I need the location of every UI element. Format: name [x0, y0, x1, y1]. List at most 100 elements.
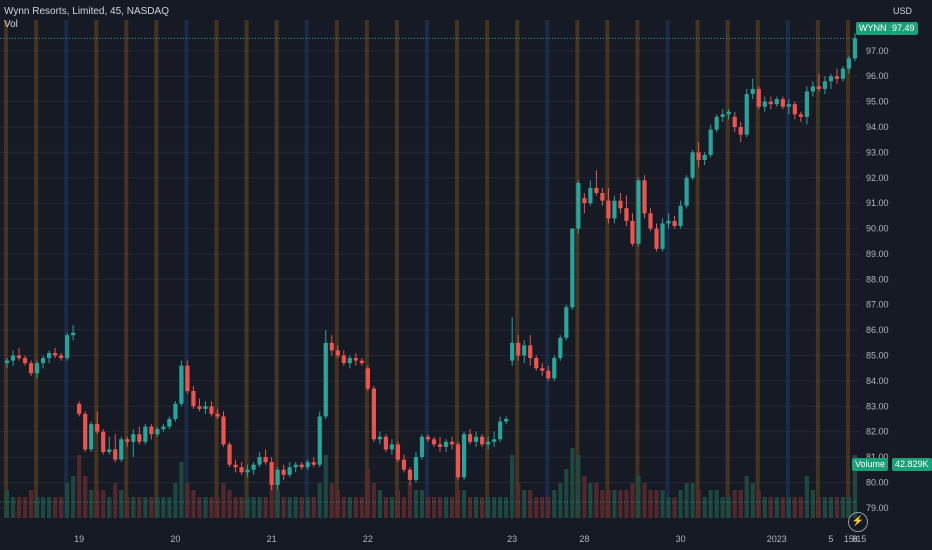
- candle-body: [546, 370, 551, 379]
- volume-bar: [732, 490, 737, 518]
- candle-body: [738, 127, 743, 135]
- volume-bar: [107, 497, 112, 518]
- candle-body: [576, 182, 581, 229]
- candle-body: [197, 406, 202, 409]
- volume-tag-label: Volume: [852, 458, 889, 471]
- session-band: [154, 20, 159, 518]
- volume-bar: [131, 497, 136, 518]
- y-tick-label: 93.00: [866, 147, 889, 157]
- candle-body: [540, 368, 545, 371]
- volume-bar: [588, 483, 593, 518]
- candle-body: [672, 220, 677, 227]
- volume-bar: [480, 497, 485, 518]
- y-tick-label: 96.00: [866, 71, 889, 81]
- candle-body: [816, 86, 822, 89]
- volume-bar: [840, 497, 846, 518]
- candle-body: [828, 76, 834, 82]
- candle-body: [636, 180, 641, 244]
- candle-body: [534, 358, 539, 369]
- y-tick-label: 83.00: [866, 401, 889, 411]
- candle-body: [714, 116, 719, 130]
- session-band: [515, 20, 520, 518]
- volume-bar: [83, 476, 88, 518]
- volume-bar: [53, 497, 58, 518]
- volume-bar: [149, 497, 154, 518]
- y-tick-label: 88.00: [866, 274, 889, 284]
- candle-body: [149, 426, 154, 435]
- candle-body: [389, 444, 395, 450]
- candle-body: [59, 355, 64, 359]
- volume-bar: [636, 476, 641, 518]
- session-band: [364, 20, 369, 518]
- volume-bar: [624, 490, 629, 518]
- session-band: [575, 20, 580, 518]
- candle-body: [750, 88, 755, 95]
- y-tick-label: 87.00: [866, 300, 889, 310]
- candle-body: [840, 68, 846, 79]
- volume-bar: [185, 483, 190, 518]
- volume-bar: [492, 497, 497, 518]
- volume-bar: [678, 490, 683, 518]
- volume-bar: [443, 497, 449, 518]
- candle-body: [606, 200, 611, 219]
- volume-bar: [576, 455, 581, 518]
- volume-bar: [822, 497, 828, 518]
- volume-bar: [834, 497, 840, 518]
- volume-bar: [275, 490, 280, 518]
- volume-bar: [461, 490, 467, 518]
- candle-body: [287, 467, 292, 475]
- volume-bar: [10, 497, 16, 518]
- candle-body: [720, 114, 725, 117]
- volume-bar: [59, 497, 64, 518]
- candle-body: [293, 464, 298, 468]
- lightning-icon[interactable]: ⚡: [848, 512, 868, 532]
- session-band: [485, 20, 490, 518]
- volume-bar: [167, 497, 172, 518]
- session-band: [244, 20, 249, 518]
- volume-bar: [227, 490, 232, 518]
- volume-bar: [618, 490, 623, 518]
- candle-body: [461, 434, 467, 478]
- candle-body: [251, 464, 256, 470]
- volume-bar: [437, 497, 443, 518]
- volume-bar: [810, 490, 815, 518]
- candle-body: [233, 464, 238, 468]
- candle-body: [227, 444, 232, 465]
- y-tick-label: 82.00: [866, 427, 889, 437]
- y-tick-label: 84.00: [866, 376, 889, 386]
- candle-body: [191, 391, 196, 407]
- volume-bar: [221, 483, 226, 518]
- volume-bar: [383, 497, 388, 518]
- candle-body: [504, 418, 509, 422]
- candle-body: [179, 365, 184, 404]
- volume-bar: [389, 497, 395, 518]
- last-price-tag: 97.49: [889, 22, 918, 35]
- volume-bar: [642, 483, 647, 518]
- candle-body: [22, 358, 28, 364]
- candle-body: [377, 436, 382, 440]
- volume-bar: [101, 490, 106, 518]
- volume-bar: [552, 490, 557, 518]
- session-band: [214, 20, 219, 518]
- candle-body: [768, 101, 773, 105]
- candle-body: [119, 439, 124, 460]
- volume-bar: [377, 490, 382, 518]
- candle-body: [401, 459, 407, 470]
- candle-body: [317, 416, 322, 465]
- volume-bar: [786, 497, 791, 518]
- session-band: [274, 20, 279, 518]
- candle-body: [654, 228, 659, 249]
- candle-body: [756, 88, 761, 107]
- candle-body: [275, 469, 280, 485]
- volume-bar: [251, 497, 256, 518]
- volume-bar: [347, 497, 352, 518]
- candle-body: [690, 152, 695, 178]
- volume-bar: [558, 483, 563, 518]
- candle-body: [245, 469, 250, 473]
- candle-body: [47, 352, 52, 359]
- candle-body: [311, 462, 316, 465]
- candle-body: [269, 462, 274, 485]
- candle-body: [263, 457, 268, 463]
- volume-bar: [329, 483, 334, 518]
